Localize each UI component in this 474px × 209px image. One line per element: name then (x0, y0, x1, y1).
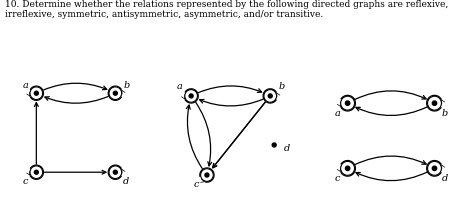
Circle shape (34, 91, 38, 95)
Text: b: b (123, 81, 129, 90)
Circle shape (109, 87, 122, 99)
Text: d: d (442, 174, 448, 183)
Circle shape (346, 166, 350, 171)
Text: 10. Determine whether the relations represented by the following directed graphs: 10. Determine whether the relations repr… (5, 0, 448, 19)
Circle shape (113, 91, 117, 95)
Circle shape (189, 94, 193, 98)
Circle shape (185, 90, 198, 102)
Text: b: b (442, 109, 448, 118)
Circle shape (432, 101, 437, 105)
Circle shape (113, 170, 117, 174)
Circle shape (30, 166, 43, 178)
Circle shape (428, 96, 441, 110)
Circle shape (341, 96, 355, 110)
Circle shape (30, 87, 43, 99)
Circle shape (264, 90, 276, 102)
Circle shape (268, 94, 272, 98)
Text: b: b (278, 82, 284, 91)
Circle shape (109, 166, 122, 178)
Circle shape (272, 143, 276, 147)
Circle shape (346, 101, 350, 105)
Text: c: c (193, 180, 199, 189)
Text: a: a (22, 81, 28, 90)
Text: c: c (23, 177, 28, 186)
Text: d: d (284, 144, 290, 153)
Text: a: a (177, 82, 183, 91)
Circle shape (34, 170, 38, 174)
Circle shape (428, 161, 441, 175)
Circle shape (201, 169, 213, 181)
Text: d: d (123, 177, 129, 186)
Text: a: a (334, 109, 340, 118)
Text: c: c (335, 174, 340, 183)
Circle shape (432, 166, 437, 171)
Circle shape (205, 173, 209, 177)
Circle shape (341, 161, 355, 175)
